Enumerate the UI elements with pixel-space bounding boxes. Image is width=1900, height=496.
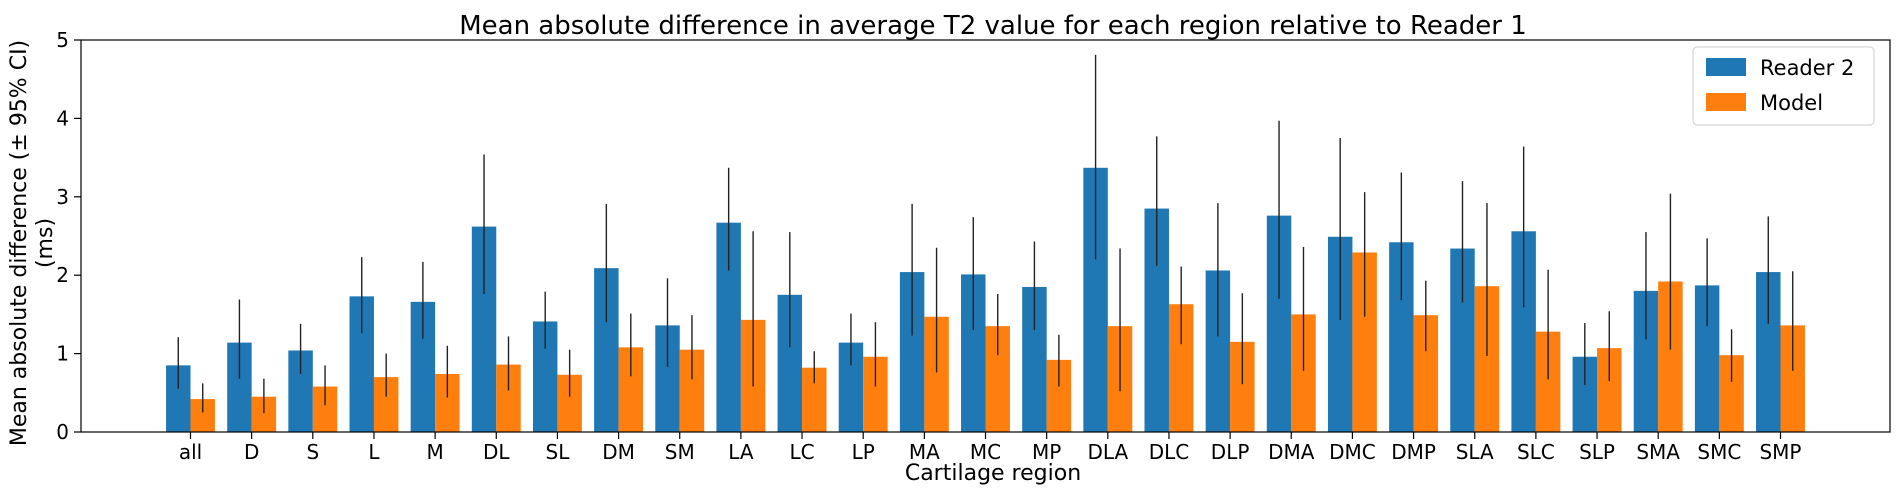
legend-label-model: Model — [1760, 91, 1823, 115]
x-axis-label: Cartilage region — [905, 461, 1081, 486]
x-tick-label-dmp: DMP — [1391, 440, 1436, 464]
x-tick-label-dlp: DLP — [1211, 440, 1250, 464]
x-tick-label-mc: MC — [970, 440, 1001, 464]
x-tick-label-m: M — [426, 440, 443, 464]
y-axis-label-line1: Mean absolute difference (± 95% CI) — [7, 40, 32, 446]
x-tick-label-s: S — [306, 440, 319, 464]
x-tick-label-l: L — [368, 440, 380, 464]
y-tick-label-1: 1 — [56, 342, 69, 366]
x-tick-label-sl: SL — [546, 440, 571, 464]
x-tick-label-dmc: DMC — [1329, 440, 1376, 464]
y-tick-label-5: 5 — [56, 28, 69, 52]
x-tick-label-smp: SMP — [1759, 440, 1801, 464]
y-tick-label-0: 0 — [56, 420, 69, 444]
legend-swatch-model — [1706, 93, 1746, 111]
x-tick-label-smc: SMC — [1697, 440, 1741, 464]
x-tick-label-d: D — [244, 440, 259, 464]
x-tick-label-dm: DM — [602, 440, 635, 464]
x-tick-label-lc: LC — [789, 440, 814, 464]
chart-title: Mean absolute difference in average T2 v… — [459, 11, 1527, 41]
x-tick-label-sma: SMA — [1636, 440, 1680, 464]
x-tick-label-mp: MP — [1032, 440, 1061, 464]
x-tick-label-dma: DMA — [1268, 440, 1315, 464]
x-tick-label-dl: DL — [483, 440, 510, 464]
x-tick-label-dla: DLA — [1087, 440, 1128, 464]
y-tick-label-3: 3 — [56, 185, 69, 209]
y-tick-label-2: 2 — [56, 263, 69, 287]
y-tick-label-4: 4 — [56, 106, 69, 130]
legend-label-reader-2: Reader 2 — [1760, 56, 1854, 80]
y-axis-label-line2: (ms) — [33, 218, 58, 268]
legend: Reader 2 Model — [1692, 46, 1875, 126]
x-tick-label-sm: SM — [665, 440, 695, 464]
x-tick-label-slc: SLC — [1517, 440, 1555, 464]
x-tick-label-ma: MA — [909, 440, 940, 464]
x-tick-label-all: all — [179, 440, 202, 464]
x-tick-label-sla: SLA — [1456, 440, 1494, 464]
legend-swatch-reader-2 — [1706, 58, 1746, 76]
x-tick-label-la: LA — [728, 440, 754, 464]
x-tick-label-dlc: DLC — [1149, 440, 1190, 464]
x-tick-label-lp: LP — [852, 440, 875, 464]
x-tick-label-slp: SLP — [1579, 440, 1615, 464]
